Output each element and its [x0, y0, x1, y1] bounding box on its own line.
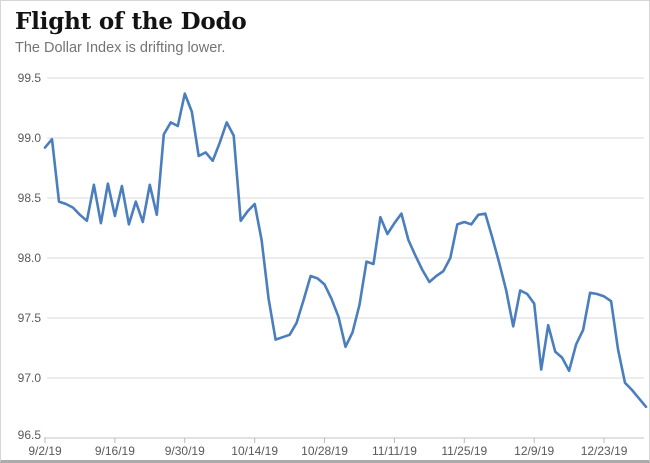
y-axis-label: 99.5 — [18, 71, 42, 85]
x-axis — [44, 437, 644, 443]
x-axis-label: 11/25/19 — [441, 444, 487, 458]
x-axis-label: 9/2/19 — [28, 444, 62, 458]
y-axis-label: 98.0 — [18, 251, 42, 265]
gridlines — [47, 77, 644, 379]
x-axis-label: 10/14/19 — [231, 444, 278, 458]
x-axis-labels: 9/2/19 9/16/19 9/30/19 10/14/19 10/28/19 11/1… — [28, 444, 627, 458]
x-axis-label: 12/9/19 — [514, 444, 554, 458]
chart-subtitle: The Dollar Index is drifting lower. — [15, 40, 226, 56]
x-axis-label: 10/28/19 — [301, 444, 348, 458]
x-axis-label: 9/16/19 — [95, 444, 135, 458]
chart-title: Flight of the Dodo — [15, 8, 247, 35]
y-axis-label: 97.0 — [18, 371, 42, 385]
x-axis-label: 11/11/19 — [372, 444, 417, 458]
x-axis-label: 9/30/19 — [165, 444, 205, 458]
x-axis-label: 12/23/19 — [581, 444, 628, 458]
y-axis-label: 96.5 — [18, 428, 42, 442]
y-axis-labels: 96.5 97.0 97.5 98.0 98.5 99.0 99.5 — [18, 71, 42, 442]
y-axis-label: 97.5 — [18, 311, 42, 325]
dollar-index-line — [43, 92, 648, 409]
y-axis-label: 98.5 — [18, 191, 42, 205]
y-axis-label: 99.0 — [18, 131, 42, 145]
